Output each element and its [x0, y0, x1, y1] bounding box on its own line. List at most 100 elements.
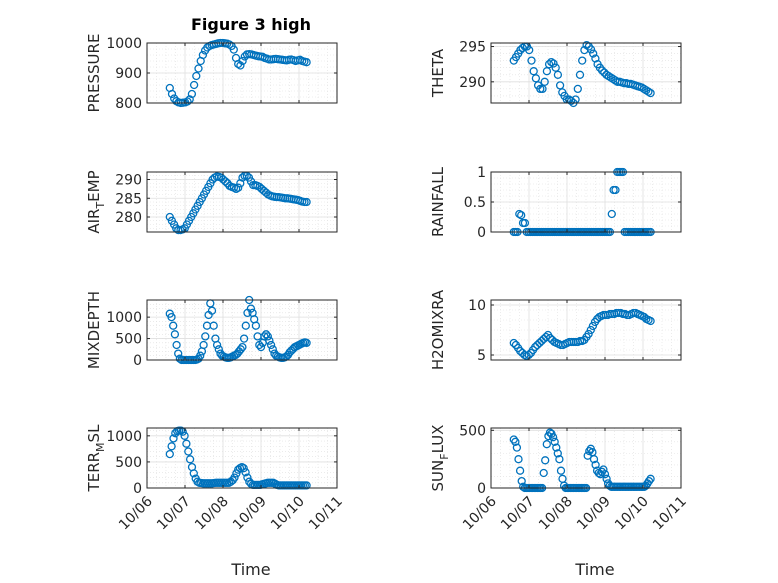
data-point	[194, 64, 203, 73]
y-tick-label: 290	[459, 75, 486, 91]
data-point	[302, 481, 311, 490]
axes-box	[146, 299, 338, 361]
data-point	[302, 58, 311, 67]
data-point	[553, 70, 563, 79]
data-point	[187, 89, 197, 99]
x-tick-label: 10/11	[650, 494, 690, 534]
data-point	[549, 59, 558, 68]
data-point	[646, 316, 655, 326]
data-point	[553, 449, 562, 458]
data-point	[234, 183, 243, 192]
data-point	[548, 433, 558, 442]
data-point	[552, 443, 561, 452]
data-point	[207, 306, 217, 315]
data-point	[511, 437, 520, 446]
y-tick-label: 280	[115, 210, 142, 226]
x-axis-label-right: Time	[574, 560, 614, 579]
data-point	[199, 340, 208, 350]
data-point	[558, 474, 567, 483]
data-point	[515, 466, 525, 475]
data-point	[167, 89, 177, 99]
x-tick-label: 10/09	[230, 494, 270, 534]
data-point	[586, 45, 596, 54]
data-point	[260, 332, 269, 341]
y-axis-label: SUNFLUX	[429, 425, 451, 492]
data-point	[520, 218, 530, 228]
data-point	[517, 211, 526, 220]
y-tick-label: 0	[133, 481, 142, 497]
data-point	[241, 321, 250, 330]
data-point	[644, 476, 654, 486]
data-point	[265, 336, 274, 345]
data-point	[515, 209, 524, 219]
data-point	[542, 440, 551, 449]
data-point	[268, 345, 277, 354]
x-tick-label: 10/08	[536, 494, 576, 534]
data-point	[189, 469, 198, 478]
y-tick-label: 0	[133, 353, 142, 369]
data-point	[167, 312, 176, 322]
data-point	[239, 464, 248, 473]
x-tick-label: 10/10	[268, 494, 308, 534]
data-point	[255, 182, 264, 192]
data-point	[169, 321, 178, 330]
data-point	[591, 460, 600, 470]
data-point	[206, 299, 215, 308]
data-point	[646, 474, 655, 483]
data-point	[527, 56, 536, 65]
x-axis-label-left: Time	[230, 560, 270, 579]
data-point	[209, 321, 218, 330]
data-point	[539, 468, 548, 478]
data-point	[169, 434, 178, 443]
data-point	[165, 449, 174, 459]
axes-box	[490, 299, 682, 361]
data-point	[167, 442, 176, 451]
y-axis-label: RAINFALL	[429, 166, 447, 237]
data-point	[201, 332, 210, 341]
data-point	[556, 466, 566, 475]
data-point	[578, 56, 587, 65]
data-point	[236, 345, 245, 354]
data-point	[584, 329, 593, 339]
data-point	[589, 455, 599, 464]
data-point	[512, 443, 522, 452]
y-tick-label: 10	[468, 298, 486, 314]
subplot-sun_flux: 0 500 SUNFLUX 10/0610/0710/0810/0910/1010/1…	[429, 423, 690, 533]
data-point	[230, 473, 239, 482]
axes-box	[490, 427, 682, 489]
data-point	[198, 50, 208, 60]
y-tick-label: 285	[115, 191, 142, 207]
y-axis-label: PRESSURE	[85, 34, 103, 113]
data-point	[261, 330, 271, 339]
data-point	[183, 97, 192, 106]
data-point	[185, 455, 195, 464]
x-tick-label: 10/07	[154, 494, 194, 534]
data-point	[575, 70, 585, 79]
axes-box	[146, 171, 338, 233]
x-tick-label: 10/06	[116, 493, 156, 533]
data-point	[525, 45, 534, 55]
data-point	[611, 185, 620, 195]
data-point	[646, 88, 655, 98]
y-tick-label: 290	[115, 173, 142, 189]
axes-box	[490, 42, 682, 104]
data-point	[241, 468, 250, 477]
data-point	[567, 96, 576, 106]
data-point	[550, 437, 559, 446]
data-point	[263, 332, 272, 341]
subplot-h2omixra: 5 10 H2OMIXRA	[429, 289, 682, 370]
y-tick-label: 1000	[106, 36, 142, 52]
data-point	[540, 77, 549, 86]
data-point	[538, 84, 547, 94]
data-point	[246, 304, 256, 313]
y-tick-label: 500	[115, 455, 142, 471]
data-point	[243, 473, 252, 482]
y-tick-label: 1	[477, 165, 486, 181]
data-point	[203, 43, 212, 52]
data-point	[180, 431, 189, 440]
y-axis-label: AIRTEMP	[85, 170, 107, 233]
x-tick-label: 10/10	[612, 494, 652, 534]
